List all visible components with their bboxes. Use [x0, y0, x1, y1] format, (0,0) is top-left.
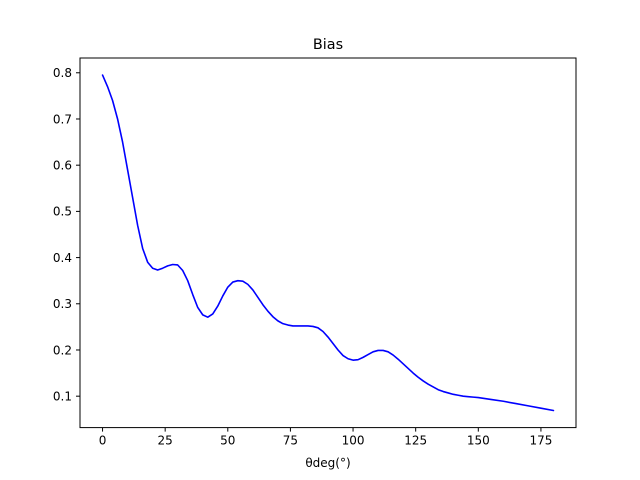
chart-title: Bias	[313, 37, 343, 53]
x-tick-label: 150	[467, 434, 490, 448]
y-tick-label: 0.3	[53, 297, 72, 311]
y-tick-label: 0.8	[53, 66, 72, 80]
y-tick-label: 0.1	[53, 389, 72, 403]
x-tick-label: 75	[283, 434, 298, 448]
x-tick-label: 100	[342, 434, 365, 448]
y-tick-label: 0.7	[53, 112, 72, 126]
x-tick-label: 50	[220, 434, 235, 448]
axes-ticks: 0 25 50 75 100 125 150 175 0.1 0.2 0.3 0.4 0.5 0.6 0.7…	[53, 66, 552, 448]
series-line-0	[101, 74, 555, 412]
x-tick-label: 125	[404, 434, 427, 448]
x-tick-label: 0	[99, 434, 107, 448]
plot-frame	[79, 57, 577, 429]
x-tick-label: 25	[158, 434, 173, 448]
y-tick-label: 0.6	[53, 158, 72, 172]
x-axis-label: θdeg(°)	[305, 456, 350, 470]
x-tick-label: 175	[529, 434, 552, 448]
y-tick-label: 0.2	[53, 343, 72, 357]
plot-area	[101, 74, 555, 412]
y-tick-label: 0.5	[53, 205, 72, 219]
y-tick-label: 0.4	[53, 251, 72, 265]
